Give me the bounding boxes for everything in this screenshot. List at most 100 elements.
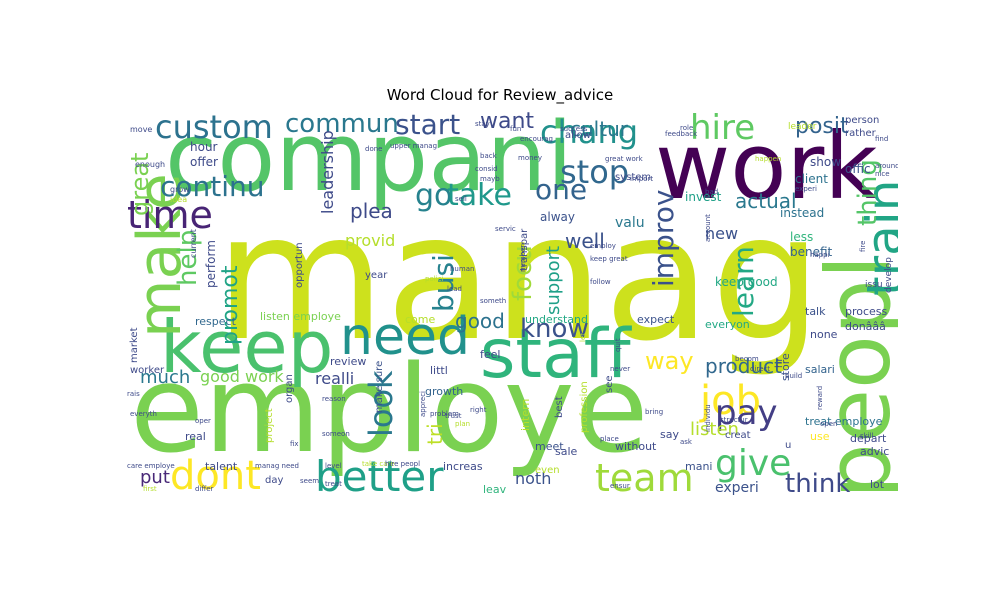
word-cloud: manag employe compani work peopl keep staff nee… [125, 111, 898, 496]
word-first: first [143, 485, 157, 493]
word-experi: experi [795, 185, 817, 193]
word-compani: compani [165, 111, 574, 213]
word-idea: idea [170, 195, 188, 204]
word-bring: bring [645, 408, 664, 416]
word-becom: becom [735, 355, 759, 363]
word-everyon: everyon [705, 318, 750, 331]
word-dont: dont [170, 453, 261, 496]
word-better: better [315, 452, 444, 497]
word-benefit: benefit [790, 245, 833, 259]
word-upper-manag: upper manag [390, 142, 438, 150]
word-process: process [845, 305, 888, 318]
word-invest: invest [685, 190, 722, 204]
word-alway: alway [540, 210, 575, 224]
word-respect: respect [195, 315, 236, 328]
word-understand: understand [525, 313, 588, 326]
word-everyth: everyth [130, 410, 157, 418]
word-plan: plan [455, 420, 471, 428]
word-appreci: appreci [419, 391, 427, 418]
word-custom: custom [155, 111, 273, 146]
word-ensur: ensur [610, 482, 630, 490]
word-perform: perform [204, 240, 218, 289]
word-meet: meet [535, 440, 564, 453]
word-feel: feel [480, 348, 501, 361]
word-quit: quit [614, 338, 622, 353]
word-come: come [405, 313, 436, 326]
word-listen: listen [690, 419, 739, 440]
word-number: number [519, 245, 527, 273]
plot-title: Word Cloud for Review_advice [386, 86, 614, 104]
word-done: done [365, 145, 383, 153]
word-treat-employe: treat employe [805, 415, 883, 428]
word-leav: leav [483, 483, 507, 496]
word-manag: manag [215, 177, 822, 380]
word-stop: stop [560, 153, 630, 191]
word-system: system [615, 172, 652, 183]
word-offer: offer [190, 155, 218, 169]
word-talent: talent [205, 460, 238, 473]
word-around: around [875, 162, 898, 170]
word-back: back [480, 152, 497, 160]
word-cultur: cultur [570, 117, 628, 141]
word-improv: improv [647, 189, 680, 287]
word-hour: hour [190, 140, 218, 154]
word-person: person [845, 115, 880, 126]
word-even: even [535, 465, 560, 476]
word-increas: increas [443, 460, 483, 473]
word-commun: commun [285, 111, 399, 139]
word-fun: fun [510, 125, 522, 133]
word-offic: offic [845, 162, 871, 176]
word-open: open [820, 420, 838, 428]
word-support: support [543, 245, 564, 315]
word-reward: reward [816, 386, 824, 411]
word-money: money [518, 154, 542, 162]
word-fix: fix [290, 440, 299, 448]
word-year: year [365, 270, 388, 281]
word-way: way [645, 347, 694, 375]
word-direct: direct [750, 365, 771, 373]
word-growth: growth [425, 385, 464, 398]
word-allow: allow [565, 130, 591, 141]
word-valu: valu [615, 215, 645, 231]
word-actual: actual [735, 189, 797, 213]
word-fire: fire [859, 240, 867, 253]
word-hr: hr [774, 357, 785, 368]
word-listen-employe: listen employe [260, 310, 341, 323]
word-one: one [535, 173, 588, 206]
word-care-employe: care employe [127, 462, 175, 470]
word-follow: follow [590, 278, 611, 286]
word-someon: someon [322, 430, 350, 438]
word-experi: experi [715, 480, 759, 496]
word-feedback: feedback [665, 130, 698, 138]
word-keep-good: keep good [715, 275, 778, 289]
word-noth: noth [515, 469, 552, 488]
word-less: less [790, 230, 814, 244]
word-client: client [795, 172, 828, 186]
word-oper: oper [195, 417, 211, 425]
word-project: project [264, 408, 275, 443]
word-expect: expect [637, 313, 675, 326]
word-well: well [565, 229, 605, 253]
word-someth: someth [480, 297, 507, 305]
word-rather: rather [845, 128, 876, 139]
word-team: team [595, 456, 694, 496]
word-skill: skill [860, 432, 874, 440]
word-right: right [470, 406, 487, 414]
word-new: new [705, 224, 739, 243]
word-see: see [604, 375, 615, 393]
word-know: know [520, 314, 589, 344]
word-provid: provid [345, 231, 396, 250]
word-lot: lot [870, 478, 885, 491]
word-instead: instead [780, 206, 825, 220]
word-promot: promot [218, 265, 243, 346]
word-employ: employ [590, 242, 616, 250]
word-let: let [579, 333, 587, 343]
word-job: job [700, 378, 761, 424]
word-place: place [600, 435, 619, 443]
word-give: give [715, 443, 792, 484]
word-happen: happen [755, 155, 782, 163]
word-say: say [660, 428, 679, 441]
word-differ: differ [195, 485, 214, 493]
word-polici: polici [425, 275, 444, 283]
word-make-sure: make sure [374, 360, 385, 413]
